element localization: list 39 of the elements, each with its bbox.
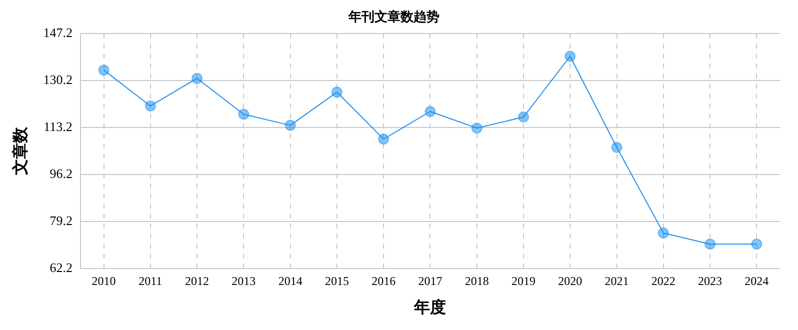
x-tick-label: 2010 xyxy=(92,274,116,288)
point xyxy=(704,238,716,250)
point xyxy=(564,50,576,62)
x-axis-title: 年度 xyxy=(413,298,446,317)
y-tick-label: 130.2 xyxy=(43,72,72,87)
point xyxy=(331,86,342,98)
y-tick-label: 113.2 xyxy=(44,118,72,134)
point xyxy=(751,238,762,250)
x-tick-label: 2014 xyxy=(278,274,302,288)
y-tick-label: 62.2 xyxy=(50,260,72,275)
x-tick-label: 2015 xyxy=(324,274,349,288)
point xyxy=(424,106,436,117)
point xyxy=(98,64,110,76)
y-tick-label: 79.2 xyxy=(50,212,72,228)
x-tick-label: 2017 xyxy=(418,274,442,288)
x-tick-label: 2018 xyxy=(464,274,489,288)
point xyxy=(192,72,203,84)
x-tick-label: 2012 xyxy=(185,274,210,288)
point xyxy=(471,122,482,134)
x-tick-label: 2024 xyxy=(744,274,769,288)
point xyxy=(144,100,156,112)
y-tick-label: 147.2 xyxy=(43,25,72,40)
point xyxy=(378,134,390,145)
point xyxy=(611,142,622,153)
y-axis-title: 文章数 xyxy=(12,126,30,176)
y-tick-label: 96.2 xyxy=(50,166,72,181)
point xyxy=(284,120,296,131)
x-tick-label: 2022 xyxy=(651,274,676,288)
point xyxy=(518,112,529,123)
x-tick-label: 2021 xyxy=(604,274,629,288)
chart-title: 年刊文章数趋势 xyxy=(348,9,440,24)
point xyxy=(658,228,669,239)
x-tick-label: 2011 xyxy=(138,274,162,288)
x-tick-label: 2019 xyxy=(512,274,536,288)
x-tick-label: 2013 xyxy=(232,274,256,288)
point xyxy=(238,108,250,120)
x-tick-label: 2023 xyxy=(698,274,722,288)
x-tick-label: 2016 xyxy=(372,274,396,288)
x-tick-label: 2020 xyxy=(558,274,582,288)
